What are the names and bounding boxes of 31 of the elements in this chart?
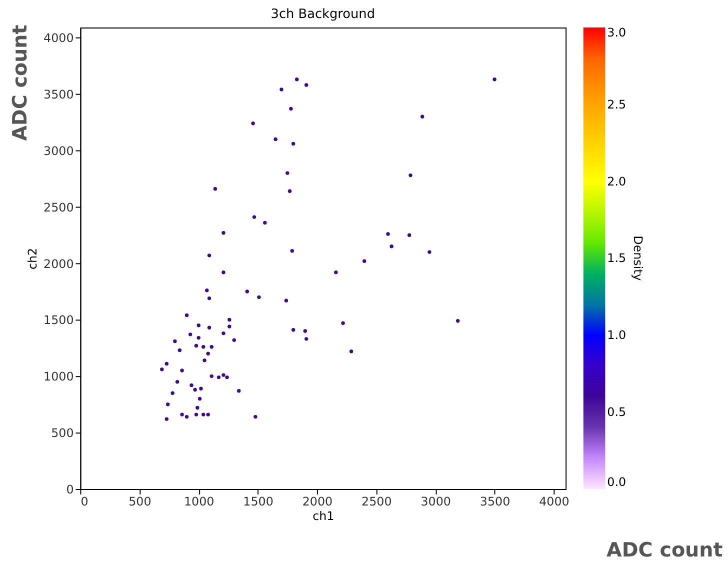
y-tick-label: 0 bbox=[66, 482, 74, 496]
y-tick-label: 1500 bbox=[44, 313, 74, 328]
y-tick-label: 4000 bbox=[44, 31, 74, 46]
color-bar-label: 1.0 bbox=[607, 328, 626, 342]
y-tick-label: 2000 bbox=[44, 256, 74, 271]
x-axis-title: ch1 bbox=[312, 509, 334, 524]
color-bar-label: 1.5 bbox=[607, 251, 626, 266]
y-axis-title: ch2 bbox=[26, 248, 40, 270]
text: ADC count bbox=[606, 538, 724, 562]
x-tick-label: 3500 bbox=[480, 494, 510, 508]
y-tick-label: 3500 bbox=[44, 88, 74, 102]
color-bar-label: 0.0 bbox=[607, 475, 626, 490]
x-tick-label: 3000 bbox=[420, 494, 451, 508]
y-tick-label: 500 bbox=[51, 426, 74, 440]
color-bar-label: 2.5 bbox=[607, 97, 626, 112]
x-tick-label: 500 bbox=[128, 494, 152, 508]
text: ADC count bbox=[8, 24, 32, 141]
x-tick-label: 4000 bbox=[539, 494, 570, 508]
x-tick-label: 1000 bbox=[184, 494, 214, 508]
x-tick-label: 1500 bbox=[243, 494, 274, 508]
color-bar-label: 3.0 bbox=[607, 25, 626, 40]
color-bar-label: 0.5 bbox=[607, 405, 626, 420]
y-tick-label: 2500 bbox=[44, 200, 74, 214]
x-tick-label: 2500 bbox=[362, 494, 392, 508]
chart-title: 3ch Background bbox=[270, 6, 376, 22]
y-tick-label: 3000 bbox=[44, 144, 74, 158]
color-bar-label: 2.0 bbox=[607, 174, 626, 188]
color-bar-title: Density bbox=[630, 236, 645, 281]
x-tick-label: 0 bbox=[80, 494, 88, 508]
y-tick-label: 1000 bbox=[44, 370, 74, 384]
x-tick-label: 2000 bbox=[302, 494, 333, 508]
